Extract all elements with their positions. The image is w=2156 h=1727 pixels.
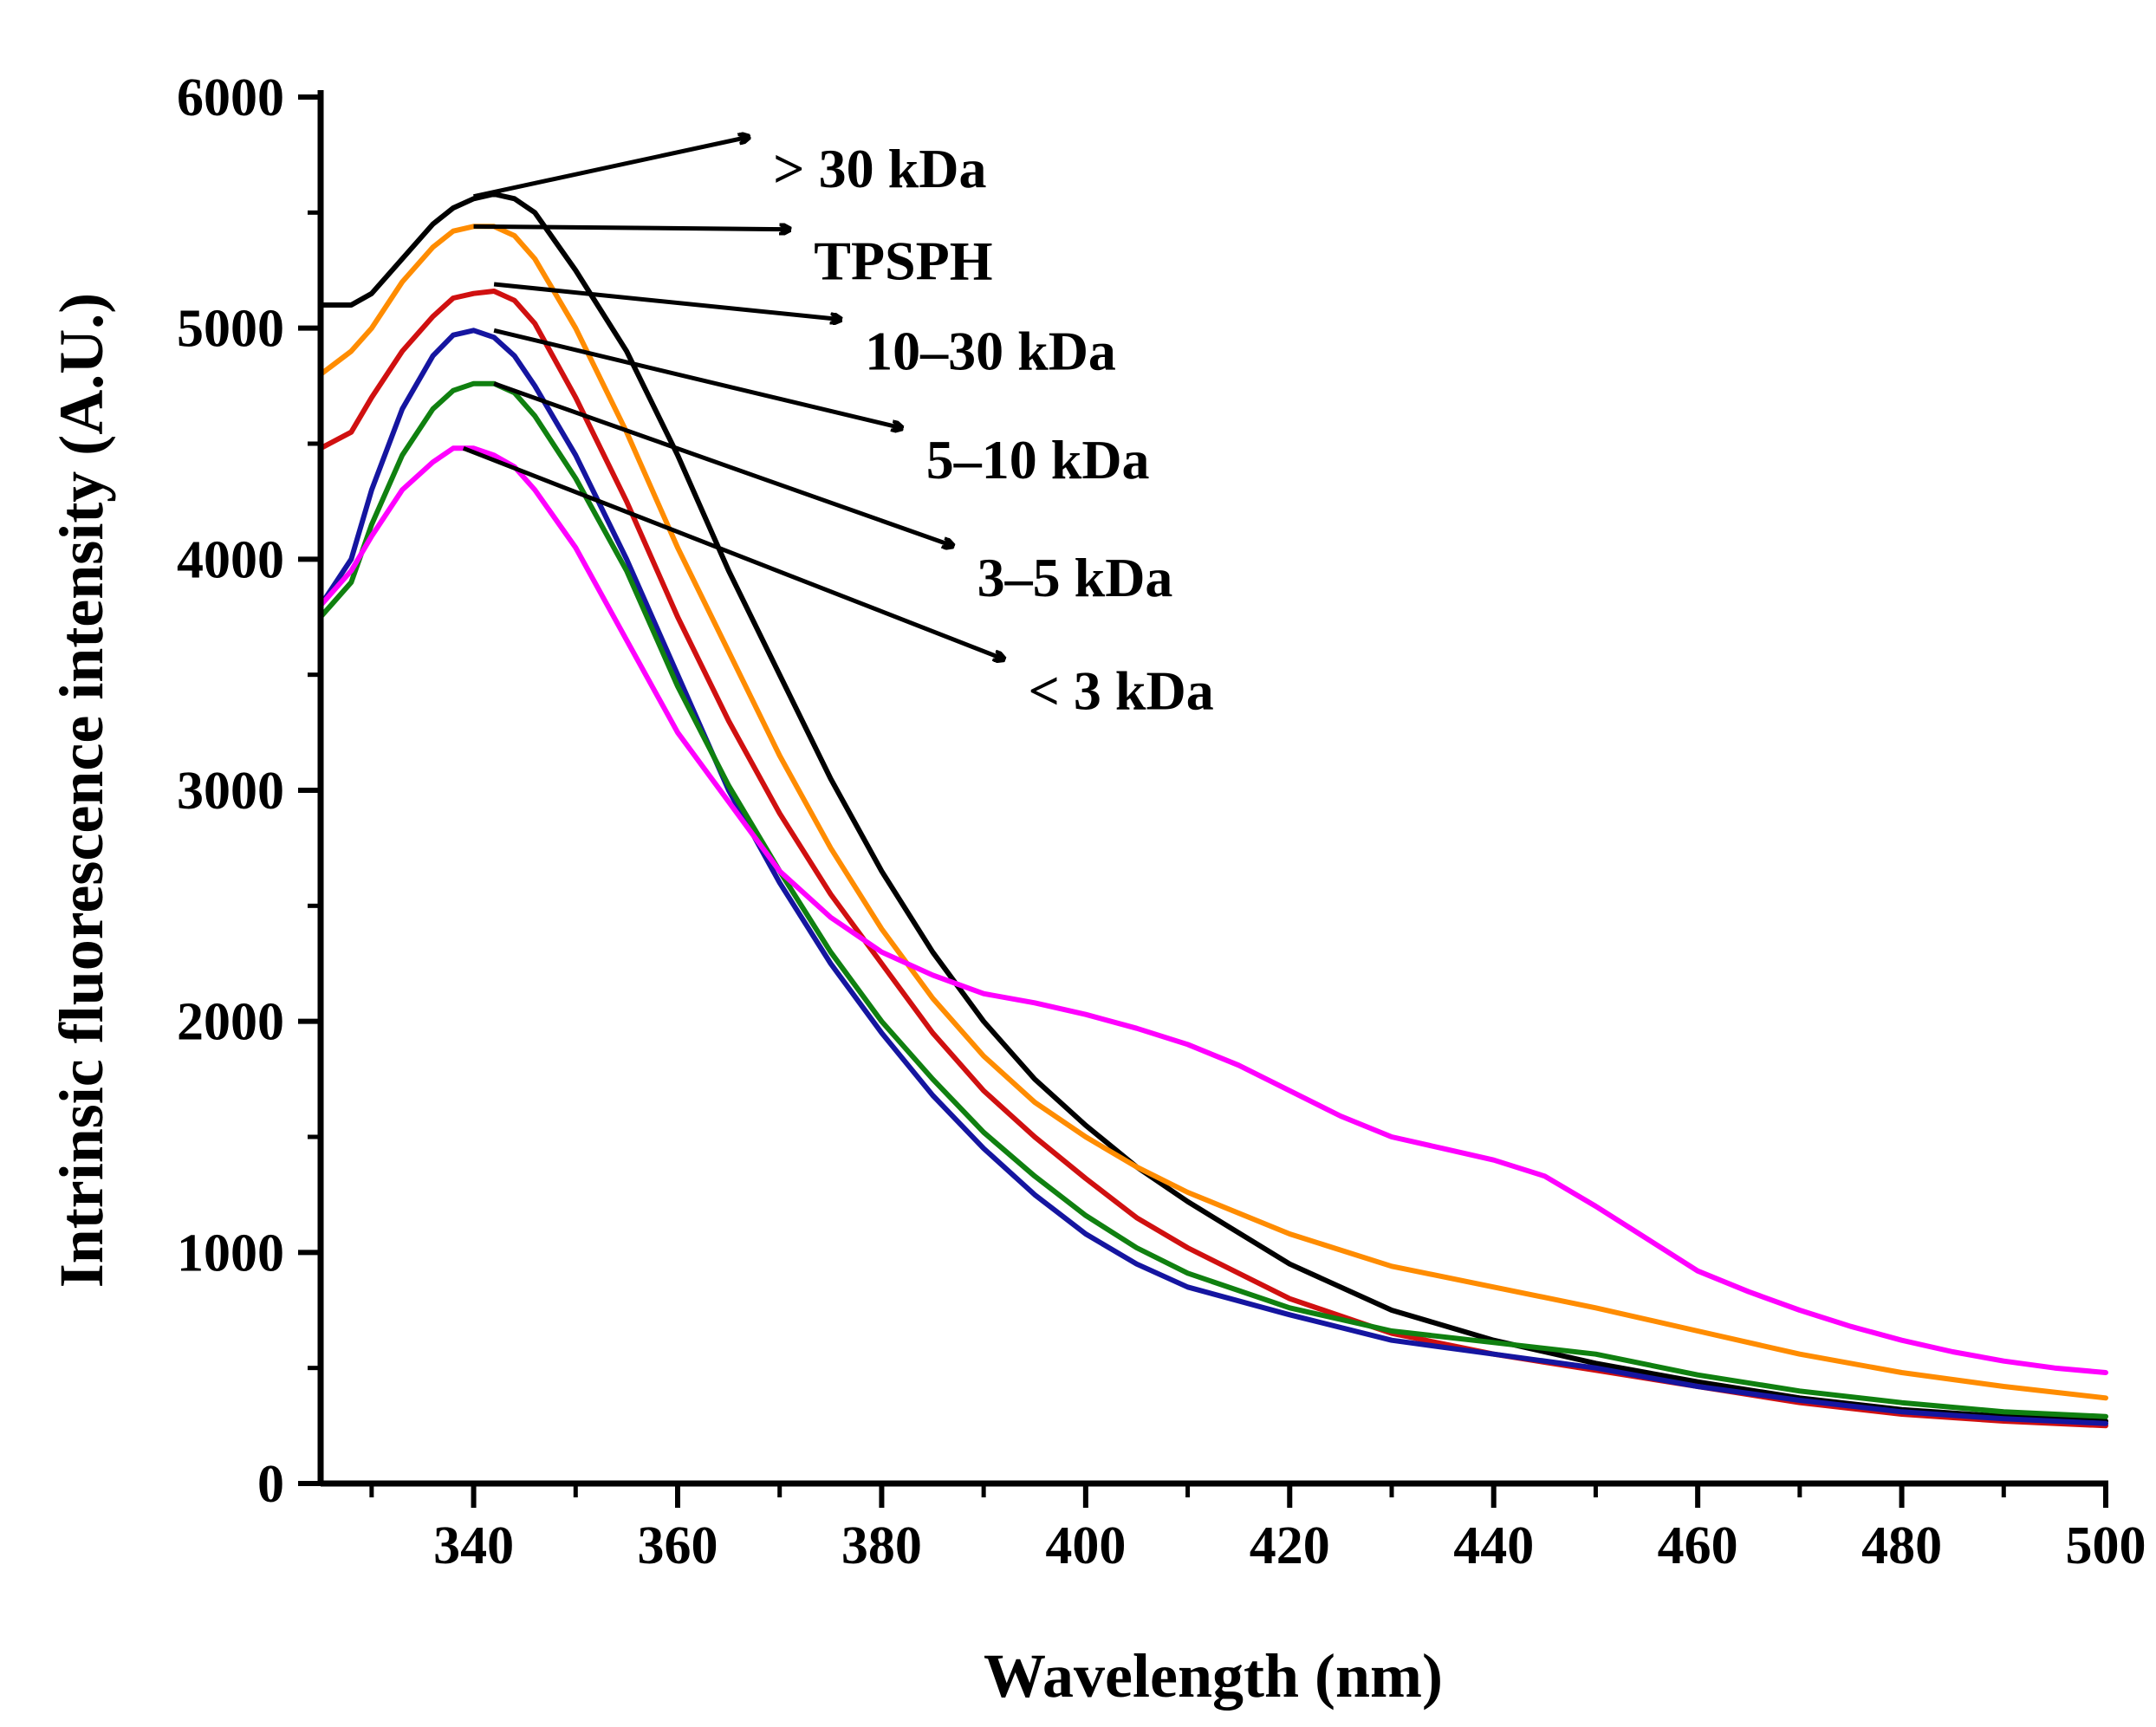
- annotation-arrow-1: [473, 226, 790, 229]
- x-tick-label: 400: [1045, 1516, 1126, 1575]
- y-tick-label: 6000: [177, 68, 284, 127]
- x-axis-title: Wavelength (nm): [984, 1641, 1443, 1711]
- annotation-label-1: TPSPH: [814, 230, 992, 292]
- series-line-4: [318, 380, 2108, 1419]
- y-tick-label: 2000: [177, 993, 284, 1052]
- y-axis-title: Intrinsic fluorescence intensity (A.U.): [47, 293, 116, 1289]
- x-tick-label: 420: [1250, 1516, 1330, 1575]
- annotations: > 30 kDa TPSPH 10–30 kDa 5–10 kDa 3–5 kDa < 3…: [462, 137, 1214, 722]
- y-tick-label: 0: [257, 1455, 284, 1514]
- annotation-arrow-0: [473, 137, 750, 199]
- annotation-label-3: 5–10 kDa: [926, 429, 1150, 490]
- y-tick-label: 4000: [177, 530, 284, 589]
- y-tick-label: 1000: [177, 1224, 284, 1282]
- annotation-arrow-2: [493, 282, 841, 320]
- series-line-0: [318, 192, 2108, 1424]
- x-tick-label: 440: [1453, 1516, 1534, 1575]
- y-tick-label: 5000: [177, 300, 284, 359]
- annotation-arrow-5: [462, 446, 1004, 659]
- series-line-2: [318, 289, 2108, 1429]
- series-layer: [318, 192, 2108, 1429]
- x-tick-label: 340: [433, 1516, 514, 1575]
- annotation-label-5: < 3 kDa: [1028, 660, 1213, 722]
- annotation-label-4: 3–5 kDa: [977, 547, 1173, 608]
- series-line-3: [318, 328, 2108, 1426]
- series-line-5: [318, 445, 2108, 1375]
- axes: 0 1000 2000 3000 4000 5000 6000 340 360 380 400 420…: [177, 68, 2146, 1575]
- series-line-1: [318, 224, 2108, 1401]
- annotation-label-2: 10–30 kDa: [865, 321, 1116, 382]
- annotation-arrow-3: [493, 328, 902, 428]
- y-tick-label: 3000: [177, 762, 284, 821]
- x-tick-label: 380: [841, 1516, 922, 1575]
- x-tick-label: 460: [1658, 1516, 1738, 1575]
- x-tick-label: 480: [1861, 1516, 1942, 1575]
- x-tick-label: 500: [2066, 1516, 2146, 1575]
- x-tick-label: 360: [638, 1516, 718, 1575]
- annotation-label-0: > 30 kDa: [773, 138, 986, 199]
- annotation-arrow-4: [493, 381, 952, 546]
